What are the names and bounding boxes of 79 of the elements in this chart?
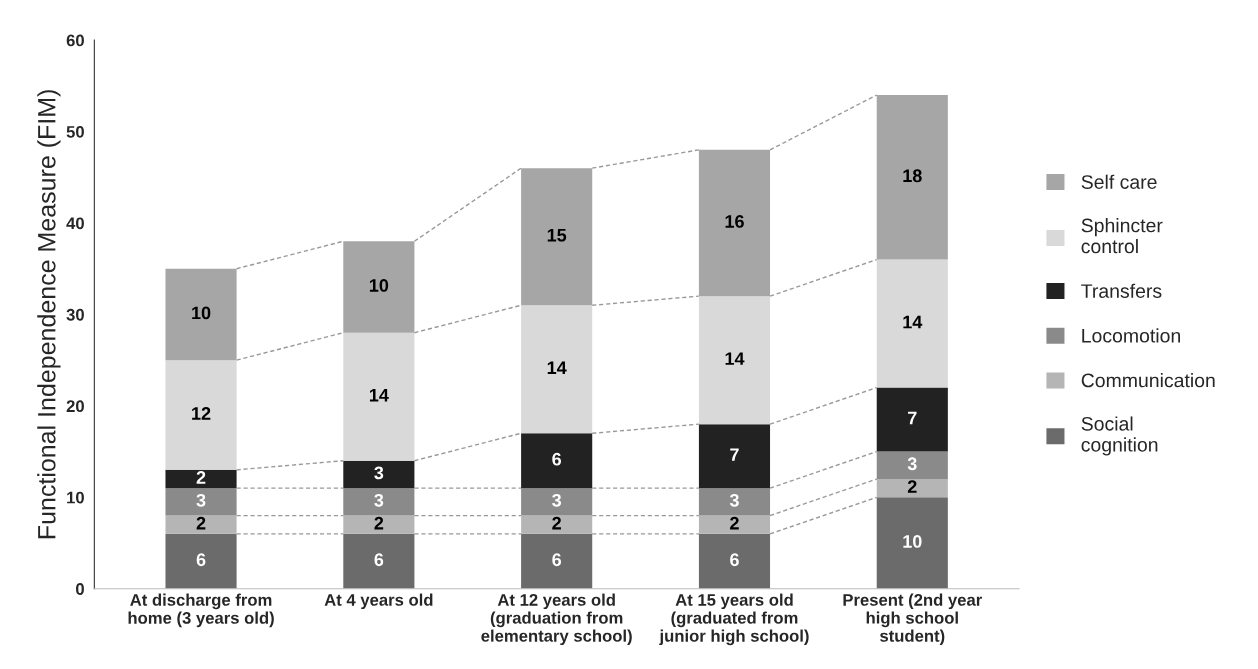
data-label: 6 <box>552 553 562 567</box>
legend-label: Communication <box>1081 373 1215 388</box>
x-tick-label: At 12 years old (graduation from elementary school) <box>481 593 632 646</box>
bar <box>343 488 415 516</box>
bar <box>521 488 593 516</box>
data-label: 3 <box>374 493 384 507</box>
data-label: 16 <box>725 215 744 228</box>
bar <box>165 469 237 489</box>
bar <box>343 332 415 461</box>
bar <box>343 460 415 489</box>
legend-label: Transfers <box>1081 283 1162 298</box>
bar <box>165 268 237 361</box>
bar <box>165 533 237 589</box>
data-label: 15 <box>547 228 567 242</box>
bar <box>521 433 593 489</box>
bar <box>698 533 771 589</box>
bar <box>876 451 948 479</box>
data-label: 14 <box>725 352 745 365</box>
bar <box>343 241 415 333</box>
data-label: 14 <box>547 361 567 374</box>
bar <box>698 296 771 425</box>
legend-label: Sphincter control <box>1081 218 1163 254</box>
x-tick-label: At 15 years old (graduated from junior high school) <box>659 593 809 646</box>
data-label: 6 <box>196 553 206 567</box>
data-label: 3 <box>907 457 917 471</box>
legend-label: Social cognition <box>1081 416 1158 456</box>
bar <box>876 95 948 260</box>
data-label: 2 <box>907 480 917 493</box>
data-label: 3 <box>374 466 384 480</box>
x-tick-label: At discharge from home (3 years old) <box>128 593 274 628</box>
bar <box>165 360 237 470</box>
data-label: 3 <box>729 493 739 507</box>
data-label: 2 <box>374 516 384 530</box>
data-label: 14 <box>369 388 389 402</box>
data-label: 12 <box>192 407 211 420</box>
data-label: 10 <box>369 279 389 292</box>
bar <box>876 497 948 589</box>
data-label: 2 <box>196 516 206 530</box>
data-label: 6 <box>552 452 562 466</box>
data-label: 2 <box>552 516 561 530</box>
bar <box>698 515 771 534</box>
y-tick-label: 0 <box>76 583 84 595</box>
y-tick-label: 60 <box>66 34 84 47</box>
bar <box>698 424 771 489</box>
y-tick-label: 10 <box>67 491 84 504</box>
bar <box>698 149 771 297</box>
data-label: 6 <box>730 553 739 567</box>
x-tick-label: At 4 years old <box>324 593 433 610</box>
bar <box>165 488 237 516</box>
data-label: 10 <box>903 535 922 548</box>
data-label: 10 <box>192 306 211 320</box>
bar <box>343 533 415 589</box>
bar <box>876 479 948 498</box>
data-label: 2 <box>196 471 206 484</box>
bar <box>343 515 415 534</box>
y-axis-title: Functional Independence Measure (FIM) <box>37 90 61 539</box>
data-label: 18 <box>903 169 922 183</box>
bar <box>698 488 771 516</box>
data-label: 6 <box>374 553 384 567</box>
data-label: 14 <box>903 315 923 329</box>
bar <box>165 515 237 534</box>
bar <box>876 259 948 388</box>
data-label: 2 <box>730 516 739 530</box>
bar <box>521 515 593 534</box>
y-tick-label: 20 <box>66 400 84 413</box>
legend-label: Self care <box>1081 174 1157 189</box>
data-label: 3 <box>196 493 206 507</box>
y-tick-label: 30 <box>66 308 84 321</box>
legend-label: Locomotion <box>1082 328 1180 343</box>
x-tick-label: Present (2nd year high school student) <box>843 593 982 646</box>
data-label: 3 <box>552 493 562 507</box>
bar <box>521 305 593 434</box>
data-label: 7 <box>730 448 739 461</box>
bar <box>521 533 593 589</box>
y-tick-label: 40 <box>66 217 84 230</box>
bar <box>521 168 593 306</box>
y-tick-label: 50 <box>66 125 84 138</box>
data-label: 7 <box>908 411 917 425</box>
bar <box>876 387 948 452</box>
